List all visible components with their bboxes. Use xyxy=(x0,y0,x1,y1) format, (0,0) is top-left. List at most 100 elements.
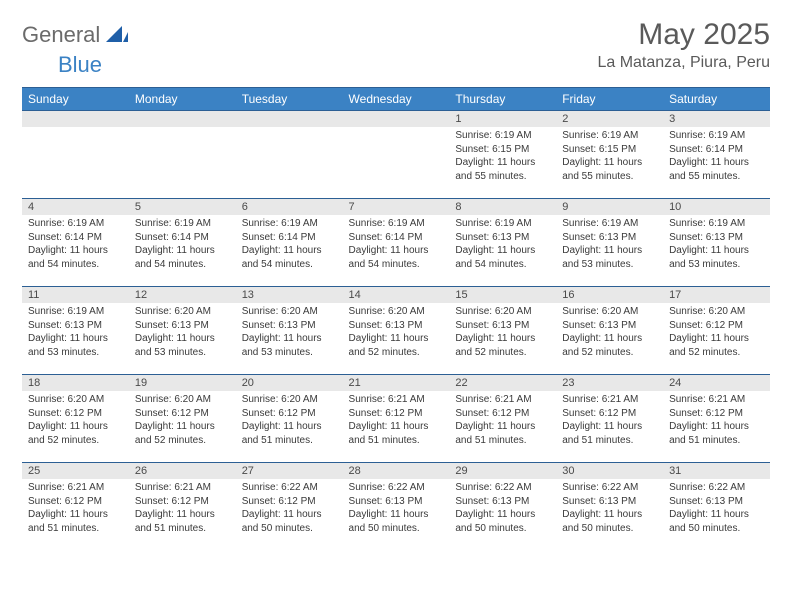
day-data: Sunrise: 6:19 AMSunset: 6:14 PMDaylight:… xyxy=(343,215,450,275)
daylight-label: Daylight: xyxy=(135,333,177,344)
sunrise-value: 6:19 AM xyxy=(709,218,746,229)
calendar-day-cell: 29Sunrise: 6:22 AMSunset: 6:13 PMDayligh… xyxy=(449,463,556,551)
sunset-line: Sunset: 6:12 PM xyxy=(242,407,337,421)
sunrise-line: Sunrise: 6:19 AM xyxy=(562,129,657,143)
sunset-value: 6:13 PM xyxy=(599,320,636,331)
sunset-label: Sunset: xyxy=(455,408,492,419)
day-data: Sunrise: 6:19 AMSunset: 6:15 PMDaylight:… xyxy=(556,127,663,187)
day-data: Sunrise: 6:19 AMSunset: 6:13 PMDaylight:… xyxy=(663,215,770,275)
sunset-line: Sunset: 6:13 PM xyxy=(349,495,444,509)
day-number: 7 xyxy=(343,199,450,215)
sunrise-label: Sunrise: xyxy=(135,306,174,317)
sunset-label: Sunset: xyxy=(669,144,706,155)
daylight-line: Daylight: 11 hours and 50 minutes. xyxy=(242,508,337,535)
sunset-value: 6:12 PM xyxy=(385,408,422,419)
day-number: 18 xyxy=(22,375,129,391)
sunset-label: Sunset: xyxy=(135,408,172,419)
day-data: Sunrise: 6:20 AMSunset: 6:13 PMDaylight:… xyxy=(449,303,556,363)
sunrise-line: Sunrise: 6:20 AM xyxy=(242,393,337,407)
day-cell-inner: 27Sunrise: 6:22 AMSunset: 6:12 PMDayligh… xyxy=(236,463,343,551)
sunset-label: Sunset: xyxy=(562,232,599,243)
calendar-day-cell: 8Sunrise: 6:19 AMSunset: 6:13 PMDaylight… xyxy=(449,199,556,287)
calendar-day-cell: 27Sunrise: 6:22 AMSunset: 6:12 PMDayligh… xyxy=(236,463,343,551)
daylight-line: Daylight: 11 hours and 52 minutes. xyxy=(135,420,230,447)
calendar-day-cell: 6Sunrise: 6:19 AMSunset: 6:14 PMDaylight… xyxy=(236,199,343,287)
weekday-header: Monday xyxy=(129,88,236,111)
logo-word-blue: Blue xyxy=(22,52,102,77)
sunrise-line: Sunrise: 6:20 AM xyxy=(669,305,764,319)
daylight-line: Daylight: 11 hours and 54 minutes. xyxy=(455,244,550,271)
day-number xyxy=(236,111,343,127)
day-cell-inner: 4Sunrise: 6:19 AMSunset: 6:14 PMDaylight… xyxy=(22,199,129,286)
sunrise-line: Sunrise: 6:20 AM xyxy=(135,305,230,319)
sunset-label: Sunset: xyxy=(562,320,599,331)
day-data: Sunrise: 6:20 AMSunset: 6:12 PMDaylight:… xyxy=(663,303,770,363)
day-cell-inner: 21Sunrise: 6:21 AMSunset: 6:12 PMDayligh… xyxy=(343,375,450,462)
calendar-day-cell: 10Sunrise: 6:19 AMSunset: 6:13 PMDayligh… xyxy=(663,199,770,287)
day-cell-inner: 28Sunrise: 6:22 AMSunset: 6:13 PMDayligh… xyxy=(343,463,450,551)
day-cell-inner: 17Sunrise: 6:20 AMSunset: 6:12 PMDayligh… xyxy=(663,287,770,374)
sunset-value: 6:13 PM xyxy=(492,496,529,507)
day-number xyxy=(343,111,450,127)
daylight-label: Daylight: xyxy=(455,245,497,256)
daylight-line: Daylight: 11 hours and 50 minutes. xyxy=(455,508,550,535)
sunrise-line: Sunrise: 6:20 AM xyxy=(242,305,337,319)
sunset-line: Sunset: 6:12 PM xyxy=(28,407,123,421)
sunrise-value: 6:19 AM xyxy=(388,218,425,229)
day-number: 24 xyxy=(663,375,770,391)
daylight-line: Daylight: 11 hours and 52 minutes. xyxy=(562,332,657,359)
daylight-label: Daylight: xyxy=(455,333,497,344)
sunset-line: Sunset: 6:14 PM xyxy=(349,231,444,245)
day-number xyxy=(22,111,129,127)
day-data: Sunrise: 6:19 AMSunset: 6:13 PMDaylight:… xyxy=(449,215,556,275)
daylight-line: Daylight: 11 hours and 52 minutes. xyxy=(28,420,123,447)
day-cell-inner: 13Sunrise: 6:20 AMSunset: 6:13 PMDayligh… xyxy=(236,287,343,374)
sunset-label: Sunset: xyxy=(455,144,492,155)
day-number: 29 xyxy=(449,463,556,479)
day-data: Sunrise: 6:19 AMSunset: 6:15 PMDaylight:… xyxy=(449,127,556,187)
sunrise-value: 6:19 AM xyxy=(602,218,639,229)
sunrise-label: Sunrise: xyxy=(349,482,388,493)
daylight-line: Daylight: 11 hours and 51 minutes. xyxy=(669,420,764,447)
day-number xyxy=(129,111,236,127)
sunrise-label: Sunrise: xyxy=(669,130,708,141)
daylight-line: Daylight: 11 hours and 51 minutes. xyxy=(349,420,444,447)
sunset-line: Sunset: 6:12 PM xyxy=(669,319,764,333)
calendar-week-row: 25Sunrise: 6:21 AMSunset: 6:12 PMDayligh… xyxy=(22,463,770,551)
sunrise-line: Sunrise: 6:21 AM xyxy=(28,481,123,495)
calendar-day-cell: 15Sunrise: 6:20 AMSunset: 6:13 PMDayligh… xyxy=(449,287,556,375)
sunset-line: Sunset: 6:15 PM xyxy=(562,143,657,157)
daylight-line: Daylight: 11 hours and 51 minutes. xyxy=(135,508,230,535)
daylight-line: Daylight: 11 hours and 53 minutes. xyxy=(242,332,337,359)
day-data: Sunrise: 6:22 AMSunset: 6:13 PMDaylight:… xyxy=(449,479,556,539)
sunrise-line: Sunrise: 6:19 AM xyxy=(455,217,550,231)
day-number: 2 xyxy=(556,111,663,127)
sunrise-line: Sunrise: 6:22 AM xyxy=(669,481,764,495)
weekday-header: Tuesday xyxy=(236,88,343,111)
sunset-label: Sunset: xyxy=(242,232,279,243)
sunrise-value: 6:19 AM xyxy=(281,218,318,229)
sunset-value: 6:12 PM xyxy=(65,408,102,419)
day-cell-inner: 7Sunrise: 6:19 AMSunset: 6:14 PMDaylight… xyxy=(343,199,450,286)
daylight-line: Daylight: 11 hours and 55 minutes. xyxy=(562,156,657,183)
daylight-label: Daylight: xyxy=(669,421,711,432)
day-cell-inner: 14Sunrise: 6:20 AMSunset: 6:13 PMDayligh… xyxy=(343,287,450,374)
sunset-label: Sunset: xyxy=(669,408,706,419)
daylight-label: Daylight: xyxy=(562,157,604,168)
daylight-label: Daylight: xyxy=(669,157,711,168)
sunset-value: 6:13 PM xyxy=(65,320,102,331)
sunrise-label: Sunrise: xyxy=(562,130,601,141)
calendar-week-row: 4Sunrise: 6:19 AMSunset: 6:14 PMDaylight… xyxy=(22,199,770,287)
sunrise-label: Sunrise: xyxy=(669,218,708,229)
daylight-line: Daylight: 11 hours and 52 minutes. xyxy=(669,332,764,359)
day-cell-inner: 24Sunrise: 6:21 AMSunset: 6:12 PMDayligh… xyxy=(663,375,770,462)
calendar-day-cell: 23Sunrise: 6:21 AMSunset: 6:12 PMDayligh… xyxy=(556,375,663,463)
weekday-header: Sunday xyxy=(22,88,129,111)
sunrise-value: 6:20 AM xyxy=(174,394,211,405)
sunrise-value: 6:21 AM xyxy=(388,394,425,405)
day-cell-inner: 3Sunrise: 6:19 AMSunset: 6:14 PMDaylight… xyxy=(663,111,770,198)
sunrise-value: 6:20 AM xyxy=(709,306,746,317)
sunrise-line: Sunrise: 6:20 AM xyxy=(455,305,550,319)
day-number: 5 xyxy=(129,199,236,215)
daylight-line: Daylight: 11 hours and 53 minutes. xyxy=(28,332,123,359)
